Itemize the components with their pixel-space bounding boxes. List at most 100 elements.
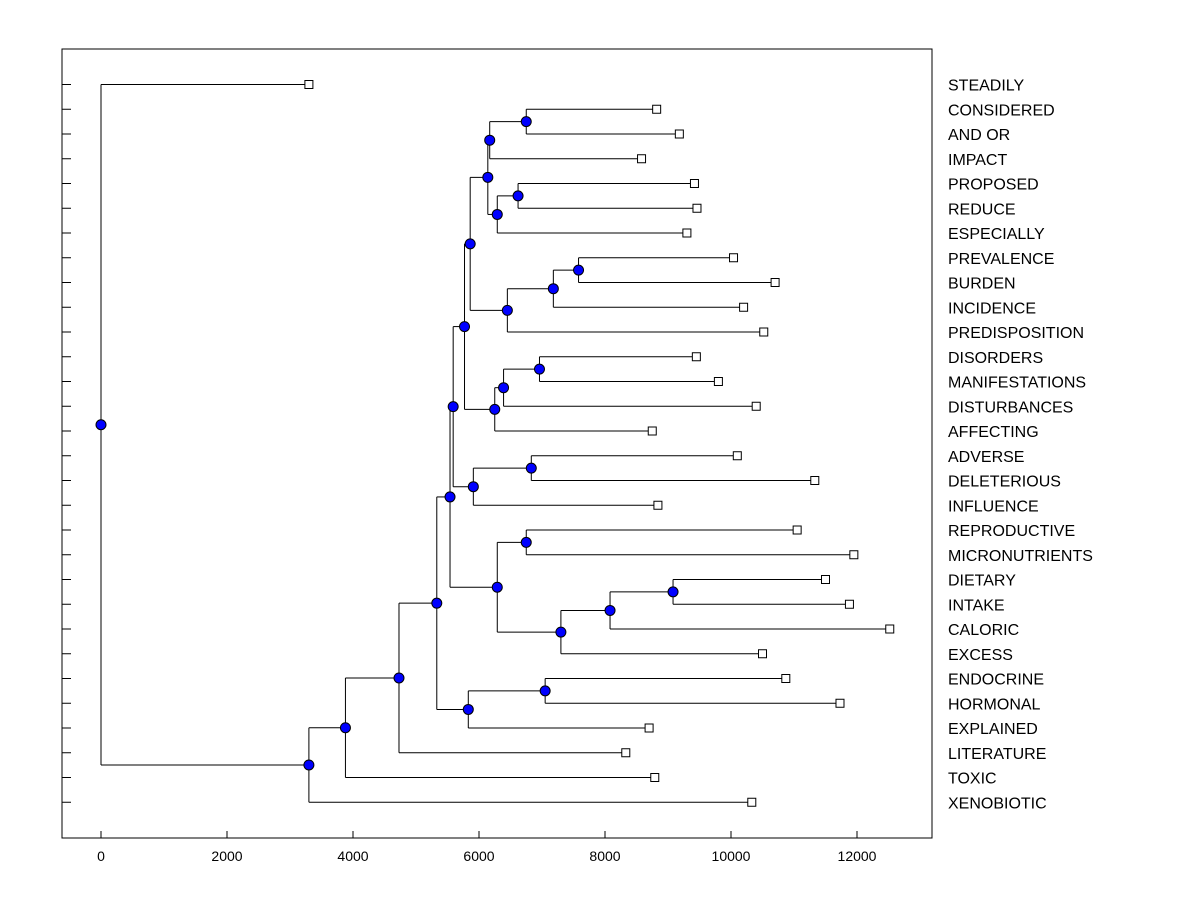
x-tick-label: 10000 — [712, 848, 751, 864]
merge-node — [555, 626, 567, 638]
merge-node — [431, 597, 443, 609]
leaf-marker — [682, 228, 692, 238]
merge-node — [447, 401, 459, 413]
merge-node — [489, 403, 501, 415]
merge-node — [667, 586, 679, 598]
plot-frame — [61, 48, 933, 839]
leaf-label: PREVALENCE — [948, 251, 1054, 268]
leaf-marker — [792, 525, 802, 535]
merge-node — [339, 722, 351, 734]
leaf-label: AND OR — [948, 127, 1010, 144]
leaf-label: HORMONAL — [948, 696, 1041, 713]
leaf-marker — [644, 723, 654, 733]
merge-node — [525, 462, 537, 474]
merge-node — [604, 604, 616, 616]
merge-node — [444, 491, 456, 503]
merge-node — [464, 238, 476, 250]
merge-node — [501, 304, 513, 316]
leaf-label: DISTURBANCES — [948, 399, 1073, 416]
leaf-marker — [835, 698, 845, 708]
leaf-label: DELETERIOUS — [948, 474, 1061, 491]
merge-node — [520, 536, 532, 548]
leaf-marker — [758, 649, 767, 659]
leaf-label: DIETARY — [948, 573, 1016, 590]
leaf-label: TOXIC — [948, 771, 997, 788]
x-tick-label: 4000 — [337, 848, 368, 864]
leaf-marker — [759, 327, 769, 337]
merge-node — [482, 171, 494, 183]
merge-node — [498, 382, 510, 394]
leaf-marker — [689, 179, 699, 188]
leaf-marker — [821, 575, 830, 584]
leaf-marker — [747, 797, 757, 807]
leaf-label: ENDOCRINE — [948, 672, 1044, 689]
leaf-label: EXCESS — [948, 647, 1013, 664]
merge-node — [303, 759, 315, 771]
leaf-label: LITERATURE — [948, 746, 1046, 763]
leaf-marker — [653, 500, 663, 510]
leaf-label: MICRONUTRIENTS — [948, 548, 1093, 565]
leaf-marker — [647, 426, 657, 436]
leaf-marker — [751, 401, 761, 411]
leaf-label: DISORDERS — [948, 350, 1043, 367]
leaf-marker — [652, 104, 662, 114]
merge-node — [393, 672, 405, 684]
leaf-labels: STEADILY CONSIDERED AND OR IMPACT PROPOSED RE… — [948, 78, 1093, 813]
merge-node — [459, 321, 471, 333]
leaf-label: ESPECIALLY — [948, 226, 1045, 243]
leaf-marker — [732, 451, 742, 461]
merge-node — [491, 581, 503, 593]
leaf-label: IMPACT — [948, 152, 1007, 169]
leaf-marker — [770, 278, 780, 287]
x-tick-label: 12000 — [838, 848, 877, 864]
merge-node — [462, 703, 474, 715]
leaf-marker — [729, 253, 739, 263]
leaf-label: STEADILY — [948, 78, 1025, 95]
x-tick-label: 0 — [97, 848, 105, 864]
leaf-marker — [849, 550, 859, 560]
leaf-label: REDUCE — [948, 201, 1016, 218]
leaf-label: CONSIDERED — [948, 102, 1055, 119]
leaf-label: ADVERSE — [948, 449, 1024, 466]
x-axis: 0 2000 4000 6000 8000 10000 12000 — [97, 831, 877, 864]
leaf-label: CALORIC — [948, 622, 1019, 639]
leaf-marker — [637, 154, 647, 164]
leaf-label: BURDEN — [948, 276, 1016, 293]
leaf-label: REPRODUCTIVE — [948, 523, 1075, 540]
leaf-label: AFFECTING — [948, 424, 1039, 441]
merge-node — [95, 419, 107, 431]
y-ticks — [62, 84, 71, 803]
merge-node — [547, 283, 559, 295]
merge-node — [533, 363, 545, 375]
merge-node — [467, 481, 479, 493]
leaf-label: INFLUENCE — [948, 498, 1039, 515]
merge-node — [539, 685, 551, 697]
leaf-label: XENOBIOTIC — [948, 795, 1047, 812]
leaf-label: EXPLAINED — [948, 721, 1038, 738]
leaf-marker — [739, 302, 749, 312]
x-tick-label: 8000 — [589, 848, 620, 864]
merge-node — [520, 116, 532, 128]
x-tick-label: 6000 — [463, 848, 494, 864]
merge-node — [491, 208, 503, 220]
leaf-label: INCIDENCE — [948, 300, 1036, 317]
leaf-marker — [810, 476, 820, 485]
merge-nodes — [95, 116, 679, 771]
leaf-marker — [713, 377, 723, 386]
merge-node — [573, 264, 585, 276]
leaf-label: INTAKE — [948, 597, 1005, 614]
leaf-markers — [304, 80, 895, 807]
x-tick-label: 2000 — [211, 848, 242, 864]
dendrogram-links — [100, 84, 890, 803]
leaf-marker — [674, 129, 684, 139]
leaf-marker — [781, 674, 791, 683]
leaf-marker — [692, 203, 702, 213]
leaf-marker — [691, 352, 701, 362]
leaf-label: PREDISPOSITION — [948, 325, 1084, 342]
leaf-label: MANIFESTATIONS — [948, 375, 1086, 392]
leaf-marker — [885, 624, 895, 634]
merge-node — [512, 190, 524, 202]
leaf-label: PROPOSED — [948, 177, 1039, 194]
leaf-marker — [650, 773, 660, 782]
